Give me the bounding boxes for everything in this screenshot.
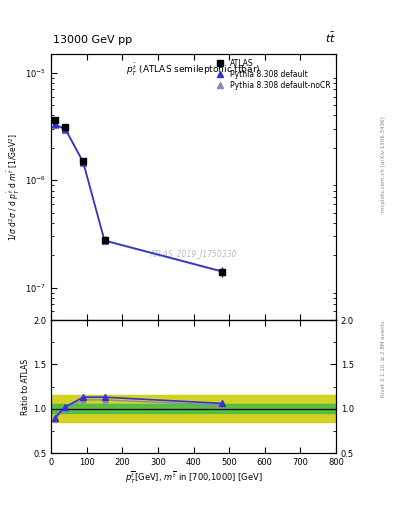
Line: Pythia 8.308 default-noCR: Pythia 8.308 default-noCR — [52, 122, 225, 275]
Legend: ATLAS, Pythia 8.308 default, Pythia 8.308 default-noCR: ATLAS, Pythia 8.308 default, Pythia 8.30… — [212, 57, 332, 92]
Text: Rivet 3.1.10, ≥ 2.8M events: Rivet 3.1.10, ≥ 2.8M events — [381, 320, 386, 397]
Line: Pythia 8.308 default: Pythia 8.308 default — [52, 122, 225, 274]
Pythia 8.308 default-noCR — [81, 159, 86, 165]
Pythia 8.308 default — [52, 121, 57, 127]
X-axis label: $p_T^{\overline{t}\,}$[GeV], $m^{\overline{t}\,}$ in [700,1000] [GeV]: $p_T^{\overline{t}\,}$[GeV], $m^{\overli… — [125, 470, 263, 486]
Pythia 8.308 default-noCR — [220, 269, 224, 275]
Pythia 8.308 default-noCR — [102, 238, 107, 244]
Pythia 8.308 default — [63, 126, 68, 132]
Y-axis label: Ratio to ATLAS: Ratio to ATLAS — [21, 358, 30, 415]
Pythia 8.308 default — [220, 268, 224, 274]
Text: ATLAS_2019_I1750330: ATLAS_2019_I1750330 — [150, 249, 237, 258]
Text: $p_T^{\bar{t}}$ (ATLAS semileptonic ttbar): $p_T^{\bar{t}}$ (ATLAS semileptonic ttba… — [126, 62, 261, 78]
Pythia 8.308 default-noCR — [63, 126, 68, 133]
Pythia 8.308 default — [81, 159, 86, 165]
Pythia 8.308 default-noCR — [52, 122, 57, 128]
Text: mcplots.cern.ch [arXiv:1306.3436]: mcplots.cern.ch [arXiv:1306.3436] — [381, 116, 386, 211]
Text: 13000 GeV pp: 13000 GeV pp — [53, 35, 132, 45]
Y-axis label: 1/$\sigma$ d$^2\sigma$ / d $p_T^{\bar{t}}$ d $m^{\bar{t}}$ [1/GeV$^2$]: 1/$\sigma$ d$^2\sigma$ / d $p_T^{\bar{t}… — [6, 133, 22, 241]
Pythia 8.308 default — [102, 238, 107, 244]
Text: $t\bar{t}$: $t\bar{t}$ — [325, 31, 336, 45]
